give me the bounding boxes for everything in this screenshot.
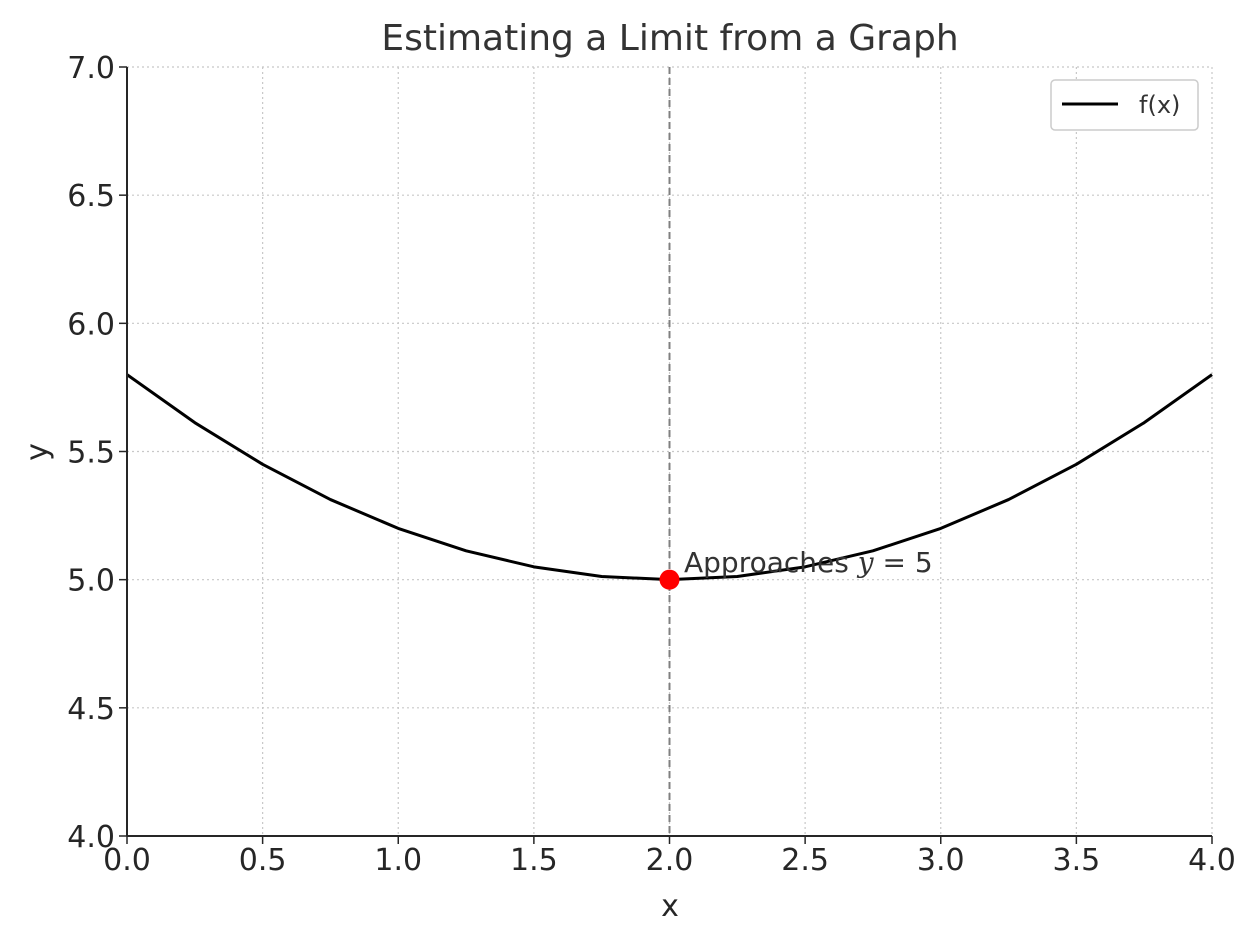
- y-tick-label: 7.0: [67, 51, 115, 86]
- y-tick-label: 6.5: [67, 179, 115, 214]
- highlight-point: [659, 569, 680, 590]
- legend-box: [1050, 79, 1199, 131]
- annotation-text: Approaches: [684, 546, 858, 579]
- y-tick-label: 6.0: [67, 307, 115, 342]
- x-tick-label: 2.0: [646, 843, 694, 878]
- x-tick-label: 0.5: [239, 843, 287, 878]
- axes: [119, 66, 1213, 844]
- y-tick-label: 4.0: [67, 820, 115, 855]
- x-tick-label: 1.0: [374, 843, 422, 878]
- annotation-variable: y: [856, 546, 875, 579]
- y-tick-label: 4.5: [67, 692, 115, 727]
- x-tick-label: 3.0: [917, 843, 965, 878]
- x-tick-label: 3.5: [1053, 843, 1101, 878]
- legend: f(x): [1050, 79, 1199, 131]
- point-annotation: Approaches y = 5: [684, 546, 933, 579]
- tick-labels: 0.0 0.5 1.0 1.5 2.0 2.5 3.0 3.5 4.0 4.0 4.5 5.0 5.5 6…: [67, 51, 1236, 878]
- y-tick-label: 5.5: [67, 436, 115, 471]
- y-axis-label: y: [20, 443, 55, 461]
- x-axis-label: x: [661, 889, 679, 924]
- legend-label: f(x): [1139, 91, 1180, 119]
- chart-title: Estimating a Limit from a Graph: [381, 18, 958, 59]
- highlight-layer: [659, 569, 680, 590]
- x-tick-label: 1.5: [510, 843, 558, 878]
- annotation-value: = 5: [874, 546, 933, 579]
- x-tick-label: 2.5: [781, 843, 829, 878]
- y-tick-label: 5.0: [67, 564, 115, 599]
- x-tick-label: 0.0: [103, 843, 151, 878]
- x-tick-label: 4.0: [1188, 843, 1236, 878]
